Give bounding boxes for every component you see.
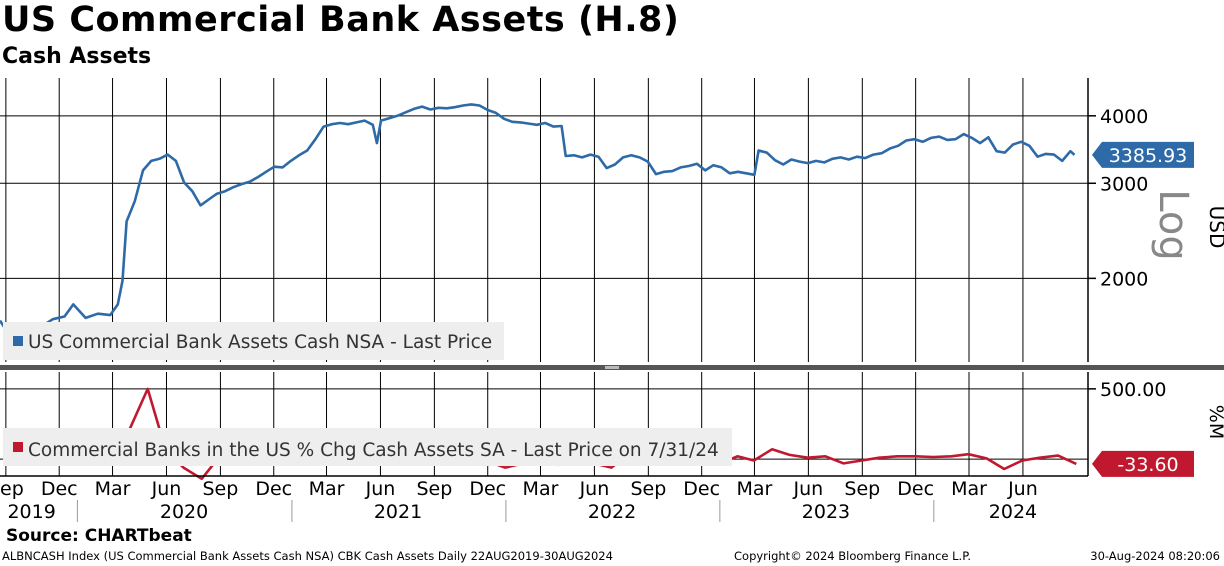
- x-month-label: Sep: [0, 478, 24, 500]
- x-grid: [5, 78, 1024, 476]
- upper-grid: [0, 115, 1088, 279]
- source-note: Source: CHARTbeat: [6, 526, 192, 546]
- x-month-label: Sep: [416, 478, 452, 500]
- lower-badge-value: -33.60: [1117, 454, 1178, 476]
- upper-legend-swatch: [13, 336, 23, 346]
- upper-series-line: [0, 103, 1076, 348]
- footer-ticker-info: ALBNCASH Index (US Commercial Bank Asset…: [2, 549, 613, 563]
- x-month-label: Mar: [95, 478, 131, 500]
- upper-legend-box: [3, 322, 504, 360]
- x-month-label: Dec: [41, 478, 78, 500]
- x-year-label: 2019: [7, 501, 55, 523]
- x-month-label: Jun: [365, 478, 396, 500]
- x-month-label: Jun: [151, 478, 182, 500]
- x-year-label: 2020: [160, 501, 208, 523]
- lower-y-tick-labels: 500.00: [1088, 379, 1166, 401]
- x-month-label: Dec: [255, 478, 292, 500]
- footer-copyright: Copyright© 2024 Bloomberg Finance L.P.: [734, 549, 971, 563]
- lower-legend-label: Commercial Banks in the US % Chg Cash As…: [28, 440, 719, 461]
- x-month-label: Dec: [683, 478, 720, 500]
- x-month-label: Dec: [469, 478, 506, 500]
- x-month-label: Jun: [579, 478, 610, 500]
- x-year-label: 2021: [374, 501, 422, 523]
- x-month-label: Jun: [1007, 478, 1038, 500]
- y-tick-label: 4000: [1100, 106, 1148, 128]
- x-month-label: Mar: [309, 478, 345, 500]
- upper-badge-value: 3385.93: [1109, 145, 1188, 167]
- upper-y-axis-label: USD: [1205, 206, 1224, 249]
- upper-series-group: [0, 103, 1076, 348]
- lower-badge-shape: [1092, 450, 1194, 477]
- x-year-label: 2022: [588, 501, 636, 523]
- chart-subtitle: Cash Assets: [2, 44, 152, 69]
- upper-y-tick-labels: 4000 3000 2000: [1088, 106, 1148, 290]
- y-tick-label: 500.00: [1100, 379, 1166, 401]
- x-year-label: 2023: [802, 501, 850, 523]
- upper-last-value-badge: 3385.93: [1092, 141, 1194, 168]
- log-scale-label: Log: [1150, 189, 1196, 260]
- x-axis-labels: Sep Dec Mar Jun Sep Dec Mar Jun Sep Dec Mar Jun Sep D…: [0, 478, 1038, 523]
- x-month-label: Sep: [844, 478, 880, 500]
- upper-badge-shape: [1092, 141, 1194, 168]
- lower-last-value-badge: -33.60: [1092, 450, 1194, 477]
- x-month-label: Sep: [203, 478, 239, 500]
- lower-legend: Commercial Banks in the US % Chg Cash As…: [3, 428, 732, 466]
- x-month-label: Mar: [737, 478, 773, 500]
- x-month-label: Dec: [897, 478, 934, 500]
- y-tick-label: 2000: [1100, 268, 1148, 290]
- x-year-label: 2024: [989, 501, 1037, 523]
- x-month-label: Mar: [951, 478, 987, 500]
- lower-legend-box: [3, 428, 732, 466]
- x-month-label: Jun: [793, 478, 824, 500]
- x-month-label: Sep: [630, 478, 666, 500]
- y-tick-label: 3000: [1100, 173, 1148, 195]
- upper-legend: US Commercial Bank Assets Cash NSA - Las…: [3, 322, 504, 360]
- lower-y-axis-label: %M: [1205, 405, 1224, 439]
- x-month-label: Mar: [523, 478, 559, 500]
- panel-separator: [0, 365, 1224, 370]
- upper-legend-label: US Commercial Bank Assets Cash NSA - Las…: [28, 332, 492, 353]
- lower-legend-swatch: [13, 442, 23, 452]
- footer-timestamp: 30-Aug-2024 08:20:06: [1090, 549, 1220, 563]
- chart-title: US Commercial Bank Assets (H.8): [2, 0, 680, 40]
- separator-grip[interactable]: [605, 366, 619, 369]
